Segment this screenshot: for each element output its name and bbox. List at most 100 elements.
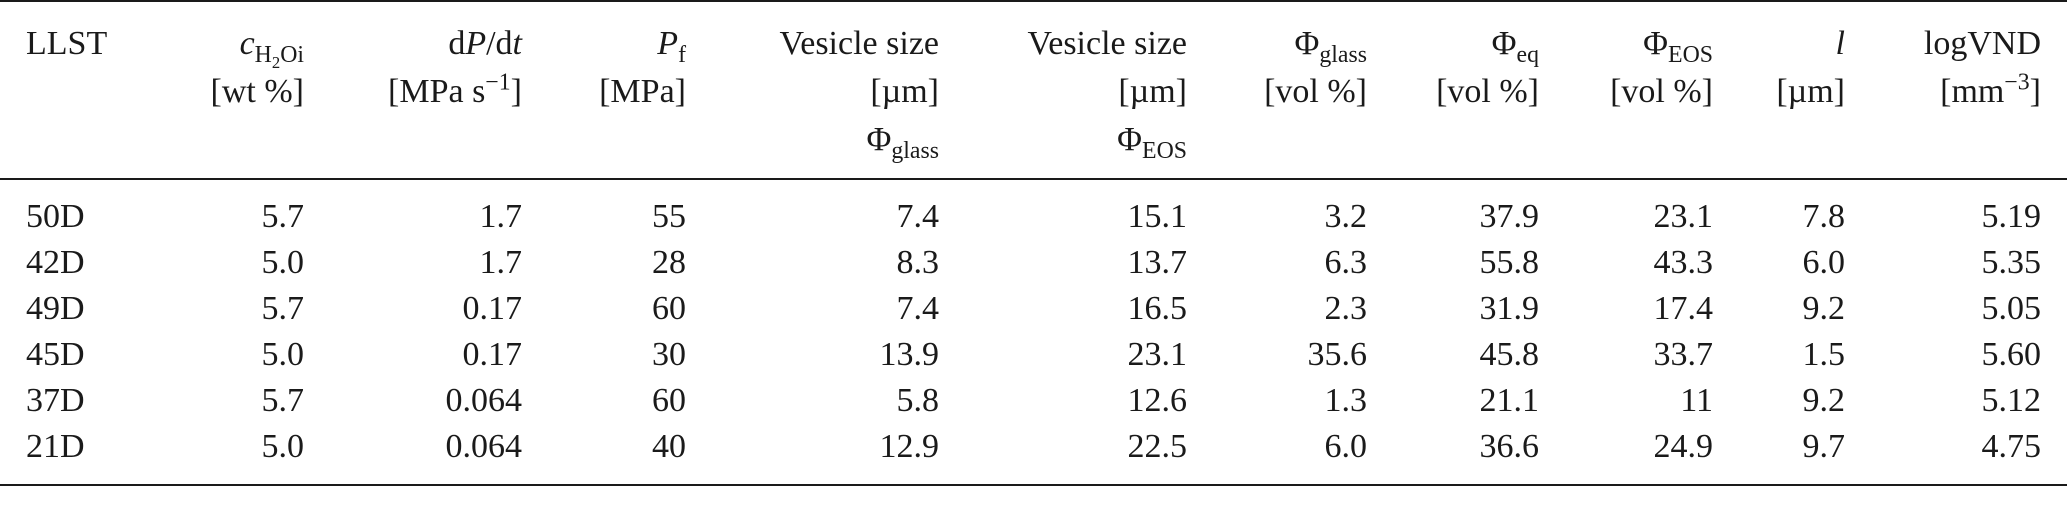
header-log-vnd-label: logVND xyxy=(1923,25,2041,62)
cell-vesicle-size-eos: 13.7 xyxy=(1127,244,1188,281)
cell-decompression-rate: 0.064 xyxy=(445,382,523,419)
phi-symbol: Φ xyxy=(866,121,892,158)
symbol-c: c xyxy=(239,25,255,62)
cell-phi-glass: 3.2 xyxy=(1324,198,1368,235)
cell-length: 9.2 xyxy=(1802,382,1846,419)
table-row: 45D 5.0 0.17 30 13.9 23.1 35.6 45.8 33.7… xyxy=(0,332,2067,378)
phi-symbol: Φ xyxy=(1294,25,1320,62)
symbol-p-final: P xyxy=(657,25,679,62)
cell-phi-eq: 36.6 xyxy=(1379,424,1551,486)
cell-phi-eq: 55.8 xyxy=(1479,244,1540,281)
table-row: 37D 5.7 0.064 60 5.8 12.6 1.3 21.1 11 9.… xyxy=(0,378,2067,424)
table-row: 42D 5.0 1.7 28 8.3 13.7 6.3 55.8 43.3 6.… xyxy=(0,240,2067,286)
phi-symbol: Φ xyxy=(1117,121,1143,158)
header-vesicle-size-eos: Vesicle size [µm] ΦEOS xyxy=(951,0,1199,180)
cell-vesicle-size-glass: 12.9 xyxy=(698,424,951,486)
header-phi-glass: Φglass [vol %] xyxy=(1199,0,1379,180)
cell-vesicle-size-eos: 22.5 xyxy=(951,424,1199,486)
header-water-content-symbol: cH2Oi xyxy=(168,20,304,70)
sub-eos: EOS xyxy=(1668,41,1713,68)
cell-llst: 49D xyxy=(26,290,85,327)
sub-2: 2 xyxy=(271,52,281,72)
cell-log-vnd: 4.75 xyxy=(1857,424,2067,486)
sub-eq: eq xyxy=(1516,41,1539,68)
table-header: LLST cH2Oi [wt %] dP/dt [MPa s−1] Pf [MP… xyxy=(0,0,2067,180)
cell-water-content: 5.7 xyxy=(261,290,305,327)
header-phi-glass-symbol: Φglass xyxy=(1211,20,1367,68)
header-decompression-rate-unit: [MPa s−1] xyxy=(328,68,522,116)
header-final-pressure-symbol: Pf xyxy=(546,20,686,68)
phi-symbol: Φ xyxy=(1491,25,1517,62)
cell-vesicle-size-glass: 7.4 xyxy=(896,198,940,235)
sub-f: f xyxy=(678,41,686,68)
cell-log-vnd: 5.05 xyxy=(1981,290,2042,327)
cell-llst: 37D xyxy=(26,382,85,419)
cell-phi-eos: 11 xyxy=(1680,382,1713,419)
cell-final-pressure: 30 xyxy=(652,336,686,373)
cell-log-vnd: 5.19 xyxy=(1981,198,2042,235)
cell-phi-eos: 23.1 xyxy=(1653,198,1714,235)
sub-glass: glass xyxy=(1319,41,1367,68)
cell-phi-eos: 17.4 xyxy=(1653,290,1714,327)
cell-llst: 50D xyxy=(26,198,85,235)
symbol-p: P xyxy=(465,25,487,62)
cell-water-content: 5.7 xyxy=(261,198,305,235)
header-phi-eos-unit: [vol %] xyxy=(1610,73,1713,110)
header-log-vnd-unit: [mm−3] xyxy=(1869,68,2041,116)
cell-decompression-rate: 1.7 xyxy=(479,244,523,281)
cell-phi-eq: 21.1 xyxy=(1479,382,1540,419)
unit-mpa-s: [MPa s xyxy=(388,73,486,110)
cell-phi-glass: 6.0 xyxy=(1199,424,1379,486)
cell-decompression-rate: 0.17 xyxy=(462,336,523,373)
cell-final-pressure: 40 xyxy=(534,424,698,486)
header-phi-eq: Φeq [vol %] xyxy=(1379,0,1551,180)
sub-h: H xyxy=(254,41,272,68)
sub-oi: Oi xyxy=(280,41,304,68)
table-body: 50D 5.7 1.7 55 7.4 15.1 3.2 37.9 23.1 7.… xyxy=(0,179,2067,486)
cell-length: 7.8 xyxy=(1802,198,1846,235)
header-length-symbol: l xyxy=(1835,25,1845,62)
table-row: 49D 5.7 0.17 60 7.4 16.5 2.3 31.9 17.4 9… xyxy=(0,286,2067,332)
cell-vesicle-size-eos: 23.1 xyxy=(1127,336,1188,373)
cell-log-vnd: 5.12 xyxy=(1981,382,2042,419)
cell-log-vnd: 5.35 xyxy=(1981,244,2042,281)
header-water-content: cH2Oi [wt %] xyxy=(156,0,316,180)
cell-final-pressure: 28 xyxy=(652,244,686,281)
unit-mm: [mm xyxy=(1940,73,2005,110)
cell-phi-eos: 33.7 xyxy=(1653,336,1714,373)
cell-vesicle-size-glass: 5.8 xyxy=(896,382,940,419)
header-vesicle-size-glass: Vesicle size [µm] Φglass xyxy=(698,0,951,180)
cell-vesicle-size-glass: 13.9 xyxy=(879,336,940,373)
cell-water-content: 5.0 xyxy=(261,244,305,281)
phi-symbol: Φ xyxy=(1643,25,1669,62)
unit-sup-minus1: −1 xyxy=(485,69,511,96)
header-log-vnd: logVND [mm−3] xyxy=(1857,0,2067,180)
unit-bracket: ] xyxy=(510,73,522,110)
cell-water-content: 5.0 xyxy=(156,424,316,486)
cell-phi-glass: 1.3 xyxy=(1324,382,1368,419)
header-vesicle-size-glass-phi: Φglass xyxy=(710,116,939,164)
header-decompression-rate-symbol: dP/dt xyxy=(328,20,522,68)
sub-eos: EOS xyxy=(1142,137,1187,164)
symbol-t: t xyxy=(512,25,522,62)
cell-vesicle-size-glass: 7.4 xyxy=(896,290,940,327)
cell-llst: 45D xyxy=(26,336,85,373)
table-row: 21D 5.0 0.064 40 12.9 22.5 6.0 36.6 24.9… xyxy=(0,424,2067,486)
header-llst-label: LLST xyxy=(26,25,108,62)
cell-water-content: 5.0 xyxy=(261,336,305,373)
unit-sup-minus3: −3 xyxy=(2004,69,2030,96)
header-llst: LLST xyxy=(0,0,156,180)
cell-vesicle-size-eos: 16.5 xyxy=(1127,290,1188,327)
cell-phi-eq: 45.8 xyxy=(1479,336,1540,373)
cell-decompression-rate: 0.064 xyxy=(316,424,534,486)
cell-log-vnd: 5.60 xyxy=(1981,336,2042,373)
header-phi-eos-symbol: ΦEOS xyxy=(1563,20,1713,68)
cell-phi-glass: 35.6 xyxy=(1307,336,1368,373)
cell-llst: 21D xyxy=(0,424,156,486)
table-row: 50D 5.7 1.7 55 7.4 15.1 3.2 37.9 23.1 7.… xyxy=(0,179,2067,240)
header-vesicle-size-glass-label: Vesicle size xyxy=(779,25,939,62)
header-phi-glass-unit: [vol %] xyxy=(1264,73,1367,110)
cell-decompression-rate: 1.7 xyxy=(479,198,523,235)
cell-final-pressure: 60 xyxy=(652,382,686,419)
